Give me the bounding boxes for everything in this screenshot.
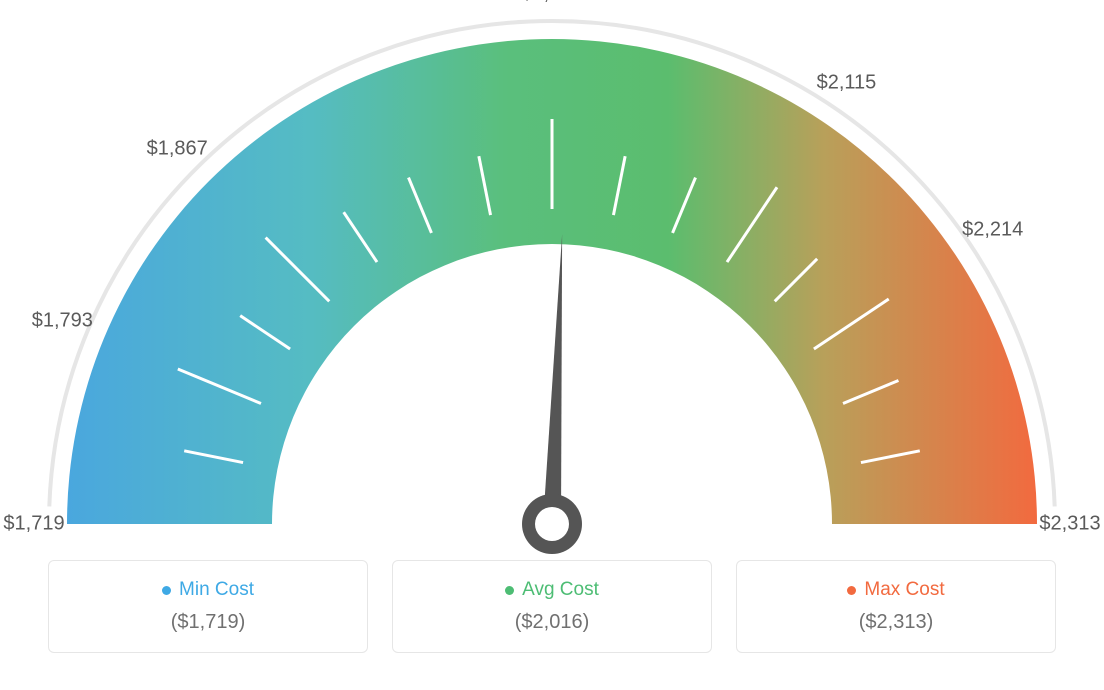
legend-label-text: Min Cost	[179, 579, 254, 601]
gauge-tick-label: $1,793	[32, 310, 93, 333]
legend-label-text: Avg Cost	[522, 579, 599, 601]
legend-label-avg: Avg Cost	[413, 579, 691, 601]
legend-value-max: ($2,313)	[757, 611, 1035, 634]
legend-label-max: Max Cost	[757, 579, 1035, 601]
cost-gauge-chart: $1,719 $1,793 $1,867 $2,016 $2,115 $2,214 $2,3…	[0, 0, 1104, 690]
gauge-tick-label: $2,115	[817, 72, 877, 95]
gauge-area: $1,719 $1,793 $1,867 $2,016 $2,115 $2,214 $2,3…	[0, 0, 1104, 560]
legend-card-min: Min Cost ($1,719)	[48, 560, 368, 653]
gauge-tick-label: $2,016	[521, 0, 582, 6]
legend-value-avg: ($2,016)	[413, 611, 691, 634]
dot-icon	[847, 586, 856, 595]
gauge-tick-label: $2,313	[1039, 513, 1100, 536]
legend-card-avg: Avg Cost ($2,016)	[392, 560, 712, 653]
dot-icon	[505, 586, 514, 595]
gauge-svg	[0, 0, 1104, 560]
legend-card-max: Max Cost ($2,313)	[736, 560, 1056, 653]
legend-label-min: Min Cost	[69, 579, 347, 601]
legend-label-text: Max Cost	[864, 579, 944, 601]
legend-value-min: ($1,719)	[69, 611, 347, 634]
dot-icon	[162, 586, 171, 595]
gauge-tick-label: $2,214	[962, 218, 1023, 241]
gauge-tick-label: $1,719	[3, 513, 64, 536]
legend-row: Min Cost ($1,719) Avg Cost ($2,016) Max …	[0, 560, 1104, 653]
gauge-tick-label: $1,867	[147, 138, 208, 161]
